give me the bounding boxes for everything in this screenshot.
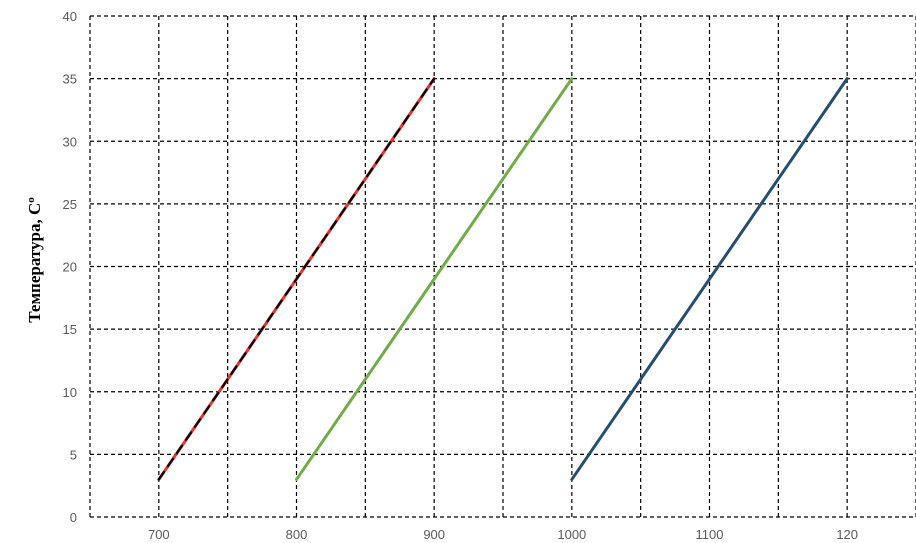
y-tick-label: 25 (63, 197, 77, 212)
x-tick-label: 900 (423, 527, 445, 542)
series-lines (157, 77, 849, 481)
x-tick-label: 800 (286, 527, 308, 542)
y-tick-label: 15 (63, 322, 77, 337)
x-axis-ticks: 700 800 900 1000 1100 120 (148, 527, 858, 542)
y-axis-ticks: 0 5 10 15 20 25 30 35 40 (63, 9, 77, 525)
y-tick-label: 10 (63, 385, 77, 400)
series-line-4 (570, 77, 849, 481)
y-axis-label-degree: о (25, 197, 37, 203)
y-tick-label: 30 (63, 134, 77, 149)
grid (89, 15, 916, 518)
x-tick-label: 120 (836, 527, 858, 542)
y-tick-label: 0 (70, 510, 77, 525)
y-tick-label: 40 (63, 9, 77, 24)
y-axis-label: Температура, Со (25, 197, 44, 323)
x-tick-label: 700 (148, 527, 170, 542)
series-line-2 (157, 77, 436, 481)
y-tick-label: 35 (63, 72, 77, 87)
y-tick-label: 5 (70, 447, 77, 462)
series-line-3 (295, 77, 574, 481)
x-tick-label: 1000 (557, 527, 586, 542)
y-tick-label: 20 (63, 260, 77, 275)
x-tick-label: 1100 (696, 527, 724, 542)
